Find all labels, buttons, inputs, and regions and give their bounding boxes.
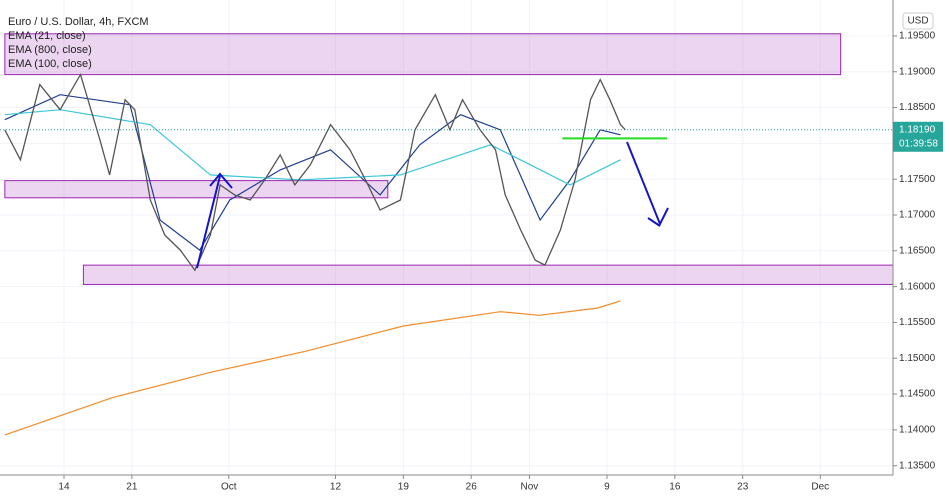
y-tick-label: 1.14500 — [899, 389, 936, 400]
y-tick-label: 1.16500 — [899, 245, 936, 256]
x-tick-label: 26 — [466, 482, 478, 493]
ema-line — [4, 94, 621, 251]
price-line — [4, 72, 626, 272]
countdown: 01:39:58 — [899, 138, 938, 149]
currency-box[interactable] — [902, 12, 934, 30]
x-tick-label: Oct — [221, 482, 237, 493]
x-tick-label: 19 — [398, 482, 410, 493]
legend-entry: EMA (21, close) — [8, 30, 86, 42]
y-tick-label: 1.17500 — [899, 174, 936, 185]
x-tick-label: Nov — [521, 482, 539, 493]
y-tick-label: 1.15000 — [899, 353, 936, 364]
legend-entry: EMA (800, close) — [8, 44, 92, 56]
x-tick-label: Dec — [811, 482, 829, 493]
y-tick-label: 1.13500 — [899, 460, 936, 471]
y-tick-label: 1.14000 — [899, 425, 936, 436]
zone — [82, 264, 894, 285]
y-tick-label: 1.15500 — [899, 317, 936, 328]
last-price-box — [893, 121, 943, 152]
arrow-down — [626, 141, 669, 227]
x-tick-label: 23 — [737, 482, 749, 493]
y-tick-label: 1.18500 — [899, 102, 936, 113]
arrow-head — [647, 217, 661, 227]
y-tick-label: 1.19000 — [899, 66, 936, 77]
ema-line — [4, 109, 621, 186]
legend-entry: EMA (100, close) — [8, 58, 92, 70]
y-tick-label: 1.16000 — [899, 281, 936, 292]
x-tick-label: 21 — [126, 482, 138, 493]
x-tick-label: 12 — [330, 482, 342, 493]
chart-title: Euro / U.S. Dollar, 4h, FXCM — [8, 16, 149, 28]
x-axis: 14 21 Oct 12 19 26 Nov 9 16 23 Dec — [58, 475, 829, 493]
last-price-label: 1.18190 — [899, 124, 936, 135]
lines — [0, 72, 893, 436]
x-tick-label: 9 — [604, 482, 610, 493]
zones — [4, 33, 894, 285]
currency[interactable]: USD — [907, 16, 928, 27]
x-tick-label: 16 — [669, 482, 681, 493]
zone — [4, 33, 842, 76]
arrow-head — [209, 172, 233, 189]
x-tick-label: 14 — [58, 482, 70, 493]
y-tick-label: 1.19500 — [899, 31, 936, 42]
arrow-up — [196, 175, 221, 269]
ema-line — [4, 300, 621, 436]
y-tick-label: 1.17000 — [899, 210, 936, 221]
zone — [4, 180, 389, 199]
